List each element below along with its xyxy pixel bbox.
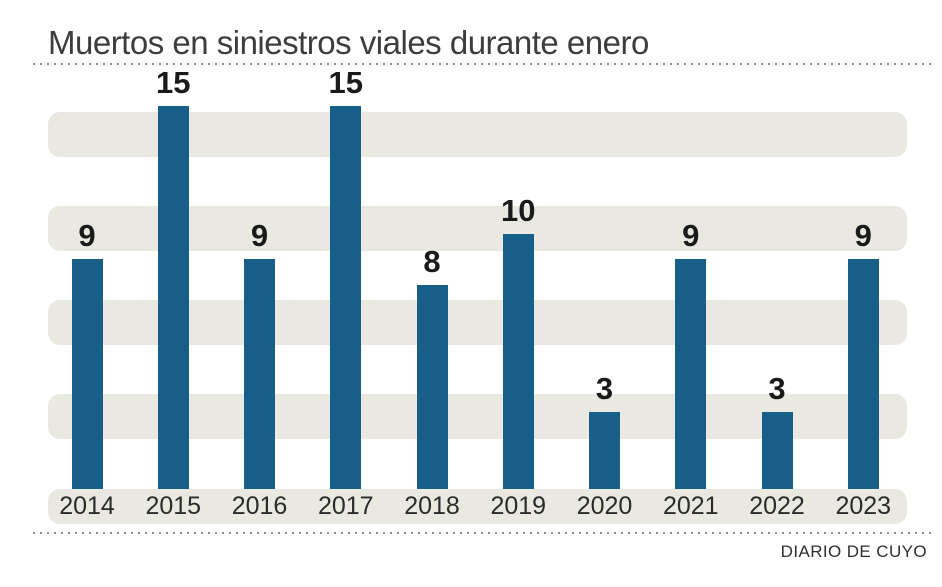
x-axis-band — [48, 489, 907, 524]
bar — [589, 412, 620, 489]
bar — [847, 259, 879, 489]
bar — [244, 259, 275, 489]
bar — [330, 106, 362, 489]
bar — [157, 106, 189, 489]
bar — [502, 234, 534, 489]
x-axis-label: 2014 — [59, 492, 115, 520]
bar-value-label: 9 — [250, 218, 269, 253]
x-axis-label: 2019 — [490, 492, 547, 520]
dotted-divider-top — [33, 63, 932, 65]
bar-value-label: 15 — [328, 65, 363, 100]
bar-value-label: 3 — [595, 371, 614, 406]
chart-title: Muertos en siniestros viales durante ene… — [48, 24, 649, 61]
x-axis-label: 2016 — [231, 492, 288, 520]
bar-value-label: 3 — [768, 371, 786, 406]
x-axis-label: 2023 — [835, 492, 892, 520]
bar-value-label: 9 — [854, 218, 872, 253]
x-axis-label: 2020 — [576, 492, 633, 520]
bar — [761, 412, 793, 489]
bar-value-label: 9 — [78, 218, 96, 253]
x-axis-label: 2022 — [749, 492, 805, 520]
bar-value-label: 10 — [501, 193, 536, 228]
x-axis-label: 2015 — [145, 492, 202, 520]
bar-value-label: 15 — [156, 65, 191, 100]
grid-band — [48, 112, 907, 157]
x-axis-label: 2021 — [662, 492, 719, 520]
bar-value-label: 9 — [682, 218, 700, 253]
grid-band — [48, 300, 907, 345]
bar — [675, 259, 707, 489]
bar — [416, 285, 448, 489]
source-credit: DIARIO DE CUYO — [780, 542, 927, 561]
bar-value-label: 8 — [423, 244, 441, 279]
x-axis-label: 2017 — [317, 492, 374, 520]
dotted-divider-bottom — [33, 532, 932, 534]
grid-band — [48, 206, 907, 251]
bar — [71, 259, 103, 489]
x-axis-label: 2018 — [404, 492, 460, 520]
